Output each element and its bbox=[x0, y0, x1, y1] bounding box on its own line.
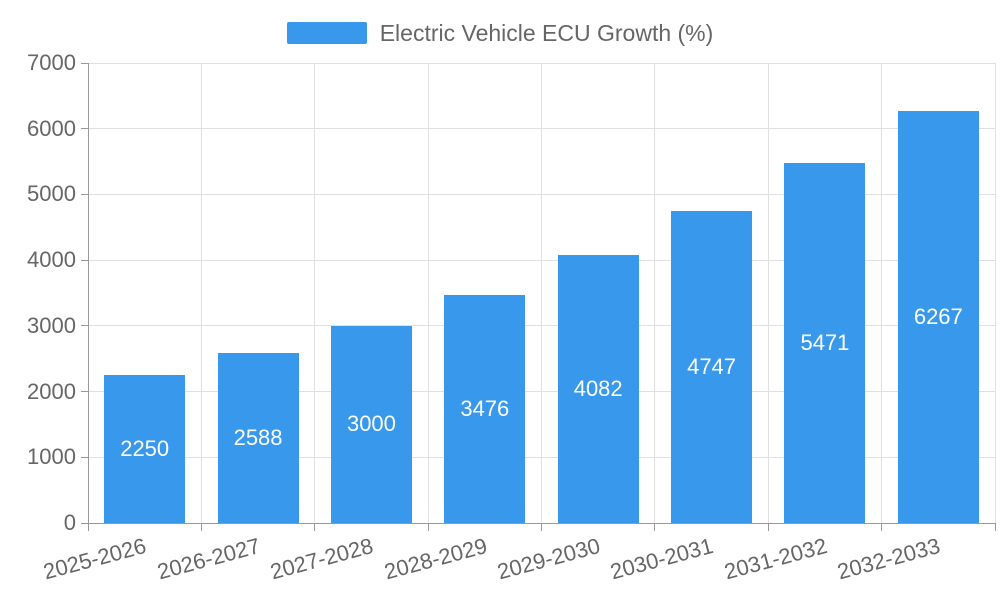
x-axis-tick bbox=[200, 523, 202, 531]
bar-value-label: 6267 bbox=[913, 304, 963, 330]
bar bbox=[217, 352, 299, 523]
x-axis-tick-label: 2025-2026 bbox=[41, 533, 150, 585]
y-axis-tick bbox=[81, 128, 88, 130]
y-axis-tick-label: 5000 bbox=[27, 181, 76, 207]
y-axis-tick-label: 1000 bbox=[27, 444, 76, 470]
bar-value-label: 2588 bbox=[233, 424, 283, 450]
x-axis-tick-label: 2027-2028 bbox=[267, 533, 376, 585]
x-axis-tick bbox=[541, 523, 542, 531]
x-axis-line bbox=[88, 522, 995, 524]
bar bbox=[104, 375, 186, 523]
y-axis-tick-label: 7000 bbox=[27, 50, 76, 75]
x-axis-tick-label: 2026-2027 bbox=[154, 533, 263, 585]
y-axis-tick-label: 6000 bbox=[27, 115, 76, 141]
bar-value-label: 2250 bbox=[120, 436, 170, 462]
y-axis-tick bbox=[81, 522, 88, 524]
y-axis-tick bbox=[81, 325, 88, 327]
bar bbox=[557, 254, 639, 523]
v-gridline bbox=[654, 63, 656, 523]
x-axis-tick bbox=[87, 523, 89, 531]
v-gridline bbox=[881, 63, 883, 523]
bar-value-label: 3476 bbox=[460, 395, 510, 421]
v-gridline bbox=[541, 63, 542, 523]
x-axis-tick bbox=[994, 523, 996, 531]
bar-value-label: 4747 bbox=[687, 354, 737, 380]
y-axis-tick-label: 4000 bbox=[27, 247, 76, 273]
v-gridline bbox=[200, 63, 202, 523]
bar-value-label: 4082 bbox=[573, 375, 623, 401]
x-axis-tick bbox=[654, 523, 656, 531]
v-gridline bbox=[314, 63, 316, 523]
bar bbox=[671, 211, 753, 523]
x-axis-tick bbox=[314, 523, 316, 531]
v-gridline bbox=[767, 63, 769, 523]
x-axis-tick-label: 2031-2032 bbox=[721, 533, 830, 585]
bar bbox=[897, 111, 979, 523]
bar bbox=[444, 294, 526, 523]
y-axis-tick bbox=[81, 259, 88, 261]
bar bbox=[784, 163, 866, 523]
y-axis-tick bbox=[81, 391, 88, 393]
x-axis-tick bbox=[427, 523, 429, 531]
x-axis-tick-label: 2032-2033 bbox=[834, 533, 943, 585]
v-gridline bbox=[427, 63, 429, 523]
x-axis-tick-label: 2029-2030 bbox=[494, 533, 603, 585]
legend-swatch[interactable] bbox=[286, 22, 367, 44]
legend-label: Electric Vehicle ECU Growth (%) bbox=[379, 19, 714, 46]
bar bbox=[330, 325, 412, 523]
y-axis-tick-label: 2000 bbox=[27, 378, 76, 404]
y-axis-tick bbox=[81, 62, 88, 64]
y-axis-tick bbox=[81, 456, 88, 458]
x-axis-tick bbox=[767, 523, 769, 531]
y-axis-tick bbox=[81, 193, 88, 195]
y-axis-tick-label: 3000 bbox=[27, 312, 76, 338]
y-axis-line bbox=[87, 63, 89, 524]
legend[interactable]: Electric Vehicle ECU Growth (%) bbox=[0, 19, 1000, 47]
y-axis-tick-label: 0 bbox=[63, 510, 76, 535]
x-axis-tick bbox=[881, 523, 883, 531]
x-axis-tick-label: 2030-2031 bbox=[607, 533, 717, 585]
v-gridline bbox=[994, 63, 996, 523]
bar-value-label: 3000 bbox=[346, 411, 396, 437]
x-axis-tick-label: 2028-2029 bbox=[381, 533, 490, 585]
bar-value-label: 5471 bbox=[800, 330, 850, 356]
